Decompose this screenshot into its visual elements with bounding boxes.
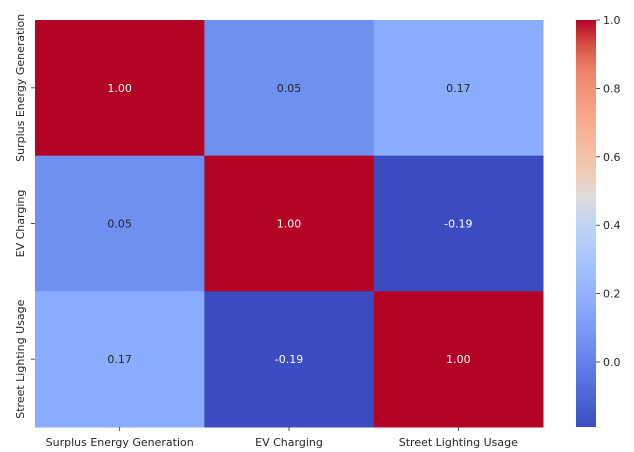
cell-value-label: 0.05: [107, 218, 132, 231]
colorbar: 0.0 0.2 0.4 0.6 0.8 1.0: [576, 14, 621, 427]
x-tick-label: Street Lighting Usage: [399, 436, 518, 449]
cell-value-label: 0.05: [277, 82, 302, 95]
colorbar-tick-label: 0.8: [603, 82, 621, 95]
y-tick-label: Street Lighting Usage: [14, 299, 27, 418]
cell-value-label: 0.17: [446, 82, 471, 95]
colorbar-tick-label: 0.0: [603, 356, 621, 369]
colorbar-gradient: [576, 20, 596, 427]
y-axis: Surplus Energy Generation EV Charging Stre…: [14, 14, 35, 419]
colorbar-tick-label: 0.2: [603, 288, 621, 301]
colorbar-tick-label: 1.0: [603, 14, 621, 27]
x-tick-label: Surplus Energy Generation: [46, 436, 194, 449]
y-tick-label: EV Charging: [14, 190, 27, 258]
cell-value-label: 0.17: [107, 353, 132, 366]
cell-value-label: 1.00: [446, 353, 471, 366]
cell-value-label: 1.00: [107, 82, 132, 95]
x-tick-label: EV Charging: [255, 436, 323, 449]
cell-value-label: -0.19: [444, 218, 472, 231]
colorbar-tick-label: 0.6: [603, 151, 621, 164]
cell-value-label: -0.19: [275, 353, 303, 366]
colorbar-tick-label: 0.4: [603, 219, 621, 232]
x-axis: Surplus Energy Generation EV Charging Stre…: [46, 427, 519, 449]
y-tick-label: Surplus Energy Generation: [14, 14, 27, 162]
cell-value-label: 1.00: [277, 218, 302, 231]
